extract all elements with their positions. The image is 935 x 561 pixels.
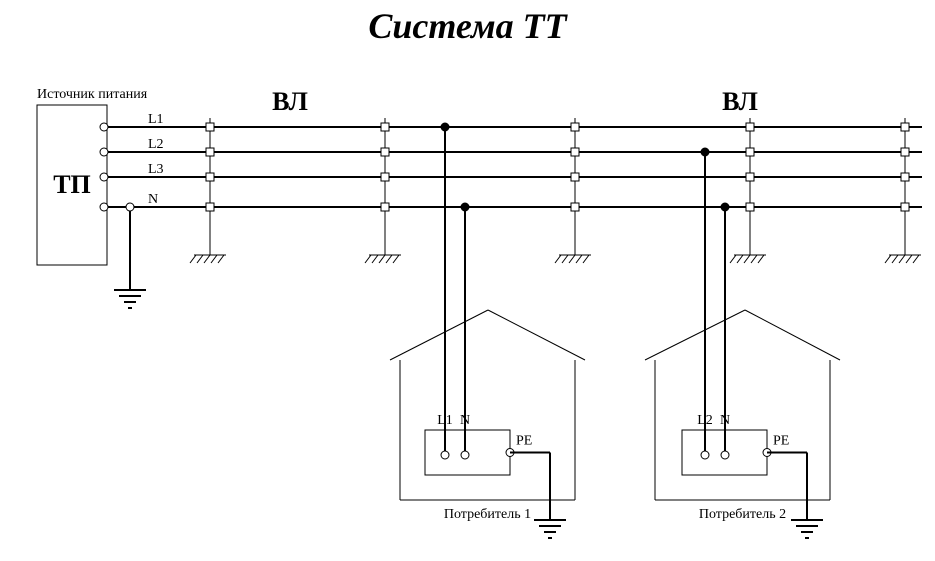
source-box-label: ТП [53,170,91,199]
line-label-L2: L2 [148,137,164,152]
source-label: Источник питания [37,87,148,102]
diagram-title: Система ТТ [368,6,568,46]
undefined: ВЛ [722,87,758,116]
consumer-1-name: Потребитель 1 [444,507,531,522]
consumer-2-L-label: L2 [697,413,713,428]
consumer-1-PE-label: PE [516,434,532,449]
consumer-2-N-label: N [720,413,730,428]
consumer-2-PE-label: PE [773,434,789,449]
consumer-1-L-label: L1 [437,413,453,428]
vl-label-1: ВЛ [272,87,308,116]
line-label-L1: L1 [148,112,164,127]
line-label-L3: L3 [148,162,164,177]
consumer-1-N-label: N [460,413,470,428]
consumer-2-name: Потребитель 2 [699,507,786,522]
line-label-N: N [148,192,158,207]
